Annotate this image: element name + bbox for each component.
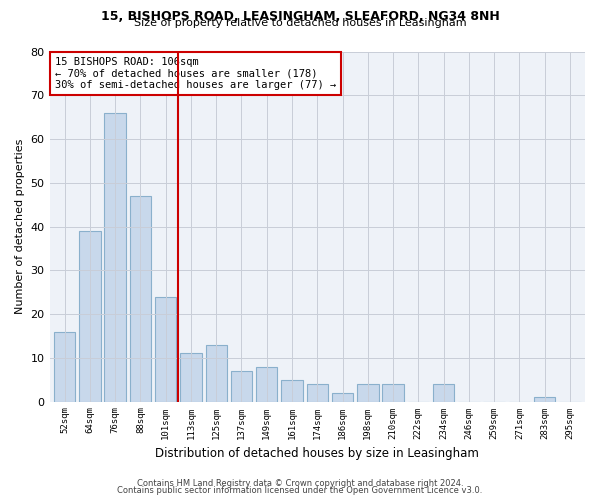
X-axis label: Distribution of detached houses by size in Leasingham: Distribution of detached houses by size … (155, 447, 479, 460)
Y-axis label: Number of detached properties: Number of detached properties (15, 139, 25, 314)
Bar (307, 384, 328, 402)
Bar (155, 296, 176, 402)
Bar (206, 344, 227, 402)
Text: Contains HM Land Registry data © Crown copyright and database right 2024.: Contains HM Land Registry data © Crown c… (137, 478, 463, 488)
Bar (231, 371, 252, 402)
Text: Contains public sector information licensed under the Open Government Licence v3: Contains public sector information licen… (118, 486, 482, 495)
Bar (357, 384, 379, 402)
Bar (130, 196, 151, 402)
Bar (180, 354, 202, 402)
Bar (382, 384, 404, 402)
Bar (104, 113, 126, 402)
Bar (534, 397, 556, 402)
Bar (54, 332, 76, 402)
Bar (79, 231, 101, 402)
Text: 15 BISHOPS ROAD: 106sqm
← 70% of detached houses are smaller (178)
30% of semi-d: 15 BISHOPS ROAD: 106sqm ← 70% of detache… (55, 57, 336, 90)
Bar (332, 393, 353, 402)
Bar (256, 366, 277, 402)
Bar (281, 380, 303, 402)
Bar (433, 384, 454, 402)
Text: 15, BISHOPS ROAD, LEASINGHAM, SLEAFORD, NG34 8NH: 15, BISHOPS ROAD, LEASINGHAM, SLEAFORD, … (101, 10, 499, 23)
Text: Size of property relative to detached houses in Leasingham: Size of property relative to detached ho… (134, 18, 466, 28)
